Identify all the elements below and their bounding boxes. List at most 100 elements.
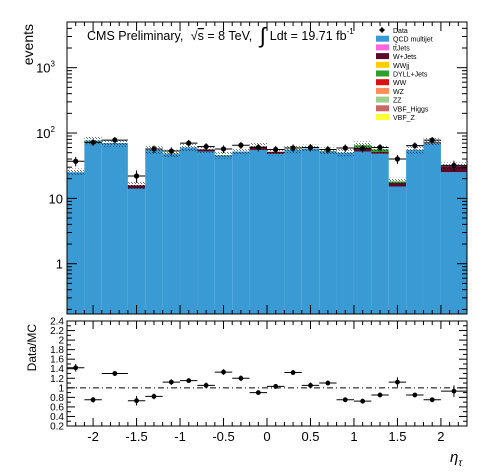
data-point	[180, 139, 198, 147]
legend-entry: W+Jets	[376, 53, 417, 61]
legend-entry: QCD multijet	[376, 35, 433, 44]
ratio-y-tick-label: 2	[58, 336, 64, 347]
bar-qcd-multijet-bin-16	[353, 151, 372, 314]
uncertainty-band-bin-18	[388, 177, 407, 186]
uncertainty-band-bin-19	[406, 146, 424, 154]
x-tick-label: -1	[174, 429, 186, 444]
legend-marker	[380, 28, 384, 32]
ratio-y-tick-label: 0.6	[50, 402, 64, 413]
legend-label: W+Jets	[393, 54, 417, 61]
data-point	[406, 142, 424, 150]
legend-swatch	[376, 96, 389, 103]
ratio-point	[353, 398, 372, 404]
ratio-y-tick-label: 0.4	[50, 412, 64, 423]
ratio-point	[388, 377, 407, 387]
data-points	[67, 137, 467, 183]
data-point	[162, 147, 181, 156]
data-point	[336, 144, 354, 152]
data-point	[319, 145, 337, 154]
legend-swatch	[376, 70, 389, 77]
ratio-point	[319, 380, 337, 386]
x-tick-label: 1.5	[388, 429, 406, 444]
ratio-y-tick-label: 0.8	[50, 393, 64, 404]
data-point	[67, 156, 85, 167]
title-main: CMS Preliminary,	[87, 29, 183, 43]
ratio-y-tick-label: 1.2	[50, 374, 64, 385]
data-point	[127, 170, 146, 183]
bar-qcd-multijet-bin-2	[101, 143, 128, 314]
legend-swatch	[376, 53, 389, 60]
ratio-point	[301, 382, 320, 389]
ratio-point	[127, 395, 146, 406]
bar-qcd-multijet-bin-19	[406, 149, 424, 314]
ratio-point	[336, 397, 354, 403]
data-point	[214, 145, 233, 154]
ratio-point	[267, 383, 285, 389]
ratio-y-tick-label: 1.6	[50, 355, 64, 366]
ratio-point	[197, 382, 215, 389]
uncertainty-band-bin-0	[67, 168, 85, 176]
uncertainty-band-bin-9	[232, 147, 250, 156]
legend-entry: VBF_Higgs	[376, 105, 429, 113]
ratio-point	[214, 369, 233, 375]
data-point	[249, 144, 267, 152]
bar-qcd-multijet-bin-17	[371, 153, 389, 314]
bar-qcd-multijet-bin-10	[249, 149, 267, 314]
bar-qcd-multijet-bin-7	[197, 151, 215, 314]
data-point	[197, 143, 215, 151]
ratio-point	[440, 385, 467, 397]
y-tick-label: 1	[56, 257, 63, 272]
legend-label: DYLL+Jets	[393, 72, 428, 79]
bar-qcd-multijet-bin-11	[267, 153, 285, 314]
legend-entry: Data	[379, 27, 408, 35]
data-point	[101, 137, 128, 144]
ratio-point	[249, 390, 267, 395]
ratio-point	[284, 370, 302, 375]
title-energy: = 8 TeV,	[204, 29, 252, 43]
ratio-point	[232, 375, 250, 382]
legend-swatch	[376, 105, 389, 112]
ratio-y-tick-label: 1.8	[50, 345, 64, 356]
data-point	[145, 145, 163, 154]
legend-label: WW	[393, 80, 407, 87]
bar-qcd-multijet-bin-14	[319, 151, 337, 314]
legend-entry: VBF_Z	[376, 114, 416, 122]
y-axis-ticks: 1 10 102 103	[36, 21, 467, 310]
x-tick-label: 0.5	[301, 429, 319, 444]
legend-swatch	[376, 114, 389, 120]
bar-qcd-multijet-bin-18	[388, 186, 407, 314]
uncertainty-band-bin-3	[127, 181, 146, 189]
data-point	[423, 137, 441, 144]
legend-label: WWjj	[393, 63, 410, 70]
ratio-point	[162, 379, 181, 385]
ratio-point	[145, 393, 163, 400]
legend-swatch	[376, 87, 389, 94]
bar-qcd-multijet-bin-9	[232, 151, 250, 314]
y-tick-label: 102	[36, 125, 55, 141]
main-histogram-panel: 1 10 102 103 events CMS Preliminary, √s = 8…	[20, 21, 468, 315]
bar-qcd-multijet-bin-3	[127, 188, 146, 314]
legend-swatch	[376, 35, 389, 42]
legend-swatch	[376, 79, 389, 86]
legend-entry: WZ	[376, 87, 405, 96]
ratio-panel: 0.20.40.60.811.21.41.61.822.22.4 -2 -1.5-…	[25, 317, 468, 469]
x-axis-label-main: η	[450, 449, 458, 466]
data-point	[267, 145, 285, 154]
bar-qcd-multijet-bin-4	[145, 149, 163, 314]
x-tick-label: -2	[87, 429, 99, 444]
legend-label: ZZ	[393, 98, 402, 105]
legend-label: tt̄Jets	[393, 45, 410, 53]
data-point	[440, 160, 467, 171]
legend-entry: WW	[376, 79, 407, 87]
data-point	[84, 139, 102, 146]
ratio-y-tick-label: 1.4	[50, 364, 64, 375]
bar-qcd-multijet-bin-15	[336, 152, 354, 314]
legend-label: WZ	[393, 89, 405, 96]
legend-label: VBF_Higgs	[393, 106, 429, 113]
x-axis-label: ητ	[450, 449, 463, 469]
bar-qcd-multijet-bin-20	[423, 143, 441, 314]
legend-entry: DYLL+Jets	[376, 70, 428, 79]
uncertainty-band-bin-8	[214, 151, 233, 159]
bar-qcd-multijet-bin-0	[67, 172, 85, 314]
y-tick-label: 10	[49, 191, 63, 206]
